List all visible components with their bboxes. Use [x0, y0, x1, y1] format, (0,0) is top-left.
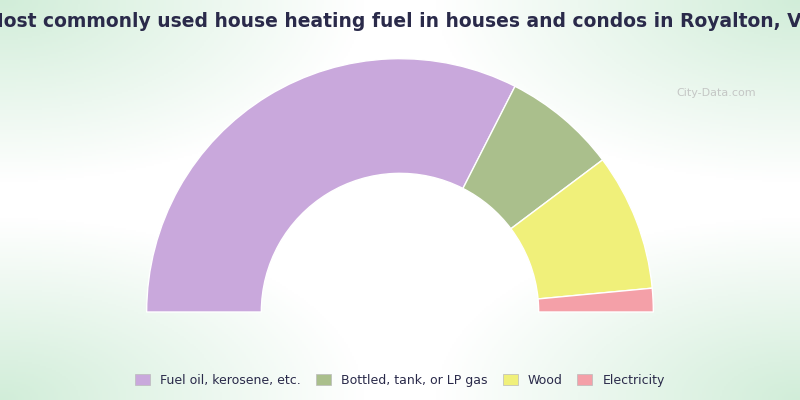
Text: Most commonly used house heating fuel in houses and condos in Royalton, VT: Most commonly used house heating fuel in…	[0, 12, 800, 31]
Wedge shape	[511, 160, 652, 299]
Legend: Fuel oil, kerosene, etc., Bottled, tank, or LP gas, Wood, Electricity: Fuel oil, kerosene, etc., Bottled, tank,…	[130, 369, 670, 392]
Wedge shape	[538, 288, 654, 312]
Text: City-Data.com: City-Data.com	[676, 88, 756, 98]
Wedge shape	[146, 59, 515, 312]
Wedge shape	[463, 86, 602, 229]
